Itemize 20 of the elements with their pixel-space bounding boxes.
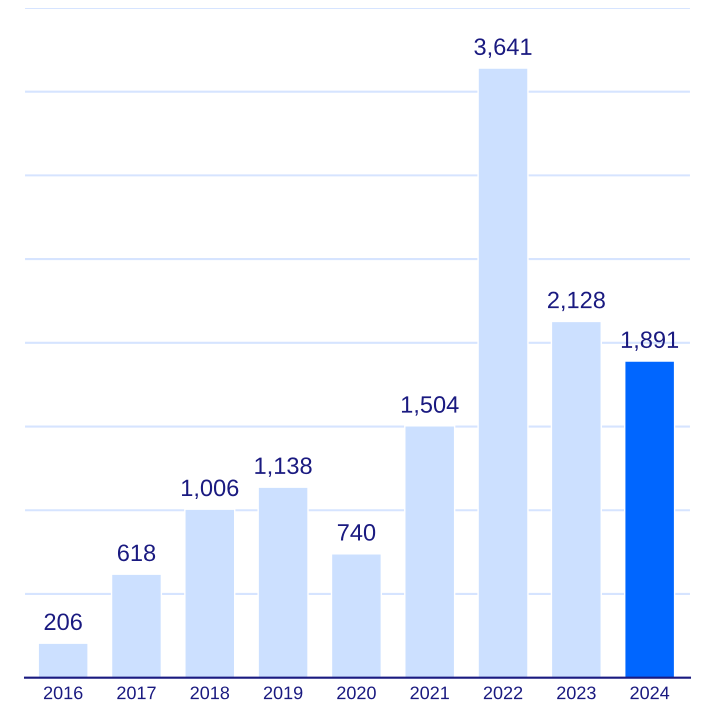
- data-label: 740: [338, 524, 376, 541]
- x-tick-label: 2024: [630, 686, 670, 700]
- data-label: 1,006: [182, 480, 238, 500]
- bar: [38, 642, 89, 678]
- x-tick-label: 2022: [484, 686, 522, 700]
- x-tick-label: 2020: [337, 686, 376, 700]
- data-label: 1,504: [402, 396, 459, 416]
- data-label: 618: [118, 544, 156, 562]
- bar: [624, 360, 676, 678]
- data-label: 206: [44, 613, 82, 630]
- data-label: 1,138: [255, 457, 312, 477]
- data-label: 2,128: [548, 292, 605, 312]
- x-tick-label: 2016: [44, 686, 82, 700]
- x-tick-label: 2018: [190, 686, 230, 700]
- x-tick-label: 2019: [264, 686, 302, 700]
- x-tick-label: 2023: [557, 686, 596, 700]
- x-tick-label: 2021: [410, 686, 449, 700]
- data-label: 1,891: [622, 331, 678, 351]
- data-label: 3,641: [474, 38, 532, 58]
- x-tick-label: 2017: [117, 686, 156, 700]
